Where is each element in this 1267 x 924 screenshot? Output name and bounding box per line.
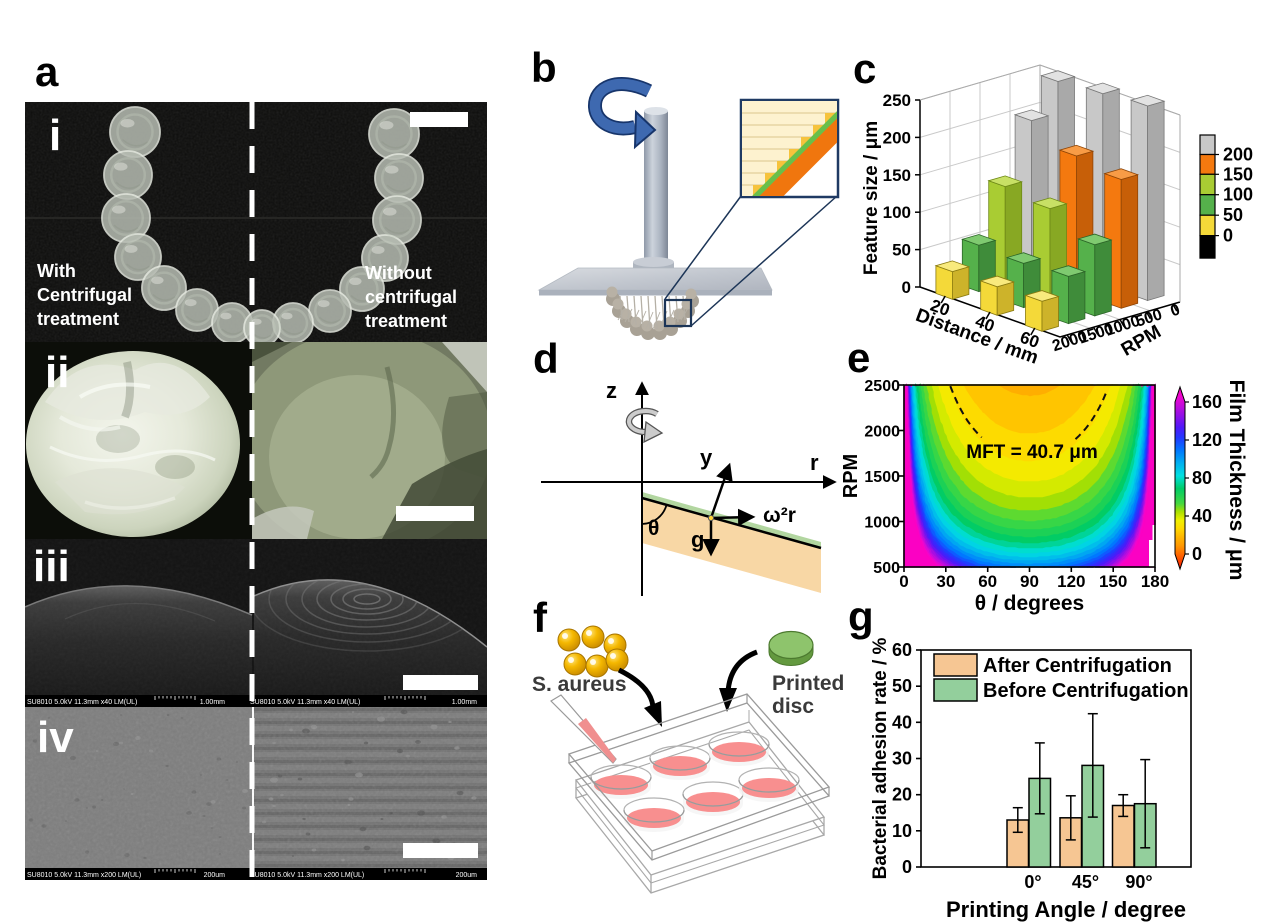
svg-text:i: i: [49, 111, 61, 160]
svg-text:40: 40: [892, 712, 912, 732]
svg-text:treatment: treatment: [365, 311, 447, 331]
svg-text:MFT = 40.7 μm: MFT = 40.7 μm: [966, 442, 1097, 463]
svg-text:1500: 1500: [864, 469, 900, 486]
svg-text:30: 30: [936, 572, 955, 591]
svg-text:S. aureus: S. aureus: [532, 673, 627, 696]
svg-text:Feature size / μm: Feature size / μm: [861, 121, 882, 275]
svg-text:45°: 45°: [1072, 872, 1099, 892]
svg-text:Bacterial adhesion rate / %: Bacterial adhesion rate / %: [870, 637, 891, 879]
svg-text:0: 0: [902, 278, 911, 297]
svg-text:200: 200: [1223, 145, 1253, 165]
svg-text:Printing Angle / degree: Printing Angle / degree: [946, 897, 1186, 922]
svg-text:50: 50: [1223, 205, 1243, 225]
svg-text:30: 30: [892, 749, 912, 769]
svg-text:After Centrifugation: After Centrifugation: [983, 655, 1172, 677]
svg-text:120: 120: [1192, 430, 1222, 450]
svg-text:treatment: treatment: [37, 309, 119, 329]
svg-text:iii: iii: [33, 542, 70, 591]
svg-text:0: 0: [1192, 544, 1202, 564]
svg-text:Printed: Printed: [772, 672, 844, 695]
svg-text:20: 20: [892, 785, 912, 805]
svg-text:SU8010 5.0kV 11.3mm x40 LM(UL): SU8010 5.0kV 11.3mm x40 LM(UL): [250, 699, 360, 706]
svg-text:g: g: [691, 527, 704, 552]
svg-text:120: 120: [1057, 572, 1085, 591]
svg-text:200: 200: [883, 128, 911, 147]
svg-text:60: 60: [892, 640, 912, 660]
svg-text:RPM: RPM: [840, 454, 862, 498]
svg-text:150: 150: [883, 166, 911, 185]
svg-text:With: With: [37, 261, 76, 281]
svg-text:r: r: [810, 450, 819, 475]
svg-text:160: 160: [1192, 392, 1222, 412]
svg-text:250: 250: [883, 91, 911, 110]
svg-text:z: z: [606, 378, 617, 403]
svg-text:Film Thickness / μm: Film Thickness / μm: [1225, 380, 1248, 580]
svg-text:SU8010 5.0kV 11.3mm x200 LM(UL: SU8010 5.0kV 11.3mm x200 LM(UL): [27, 872, 141, 879]
svg-text:SU8010 5.0kV 11.3mm x200 LM(UL: SU8010 5.0kV 11.3mm x200 LM(UL): [250, 872, 364, 879]
svg-text:ω²r: ω²r: [763, 504, 796, 527]
svg-text:1000: 1000: [864, 515, 900, 532]
svg-text:200um: 200um: [204, 872, 226, 879]
svg-text:2500: 2500: [864, 378, 900, 395]
svg-text:2000: 2000: [864, 424, 900, 441]
svg-text:1.00mm: 1.00mm: [200, 699, 225, 706]
svg-text:Centrifugal: Centrifugal: [37, 285, 132, 305]
svg-text:80: 80: [1192, 468, 1212, 488]
svg-text:Before Centrifugation: Before Centrifugation: [983, 680, 1189, 702]
svg-text:1.00mm: 1.00mm: [452, 699, 477, 706]
svg-text:SU8010 5.0kV 11.3mm x40 LM(UL): SU8010 5.0kV 11.3mm x40 LM(UL): [27, 699, 137, 706]
svg-text:0: 0: [1169, 301, 1183, 320]
svg-text:Without: Without: [365, 263, 432, 283]
svg-text:100: 100: [883, 203, 911, 222]
svg-text:150: 150: [1223, 164, 1253, 184]
svg-text:10: 10: [892, 821, 912, 841]
svg-text:60: 60: [978, 572, 997, 591]
svg-text:0: 0: [1223, 226, 1233, 246]
svg-text:100: 100: [1223, 185, 1253, 205]
svg-text:θ / degrees: θ / degrees: [975, 592, 1084, 615]
svg-text:90: 90: [1020, 572, 1039, 591]
svg-text:50: 50: [892, 676, 912, 696]
svg-text:50: 50: [892, 241, 911, 260]
svg-text:90°: 90°: [1125, 872, 1152, 892]
svg-text:centrifugal: centrifugal: [365, 287, 457, 307]
svg-text:40: 40: [1192, 506, 1212, 526]
svg-text:θ: θ: [648, 517, 659, 540]
svg-text:0: 0: [899, 572, 908, 591]
svg-text:180: 180: [1141, 572, 1169, 591]
svg-text:150: 150: [1099, 572, 1127, 591]
svg-text:disc: disc: [772, 695, 814, 718]
svg-text:0°: 0°: [1024, 872, 1041, 892]
svg-text:500: 500: [873, 560, 900, 577]
svg-text:iv: iv: [37, 713, 74, 762]
svg-text:200um: 200um: [456, 872, 478, 879]
svg-text:0: 0: [902, 857, 912, 877]
svg-text:y: y: [700, 445, 713, 470]
svg-text:ii: ii: [45, 348, 69, 397]
